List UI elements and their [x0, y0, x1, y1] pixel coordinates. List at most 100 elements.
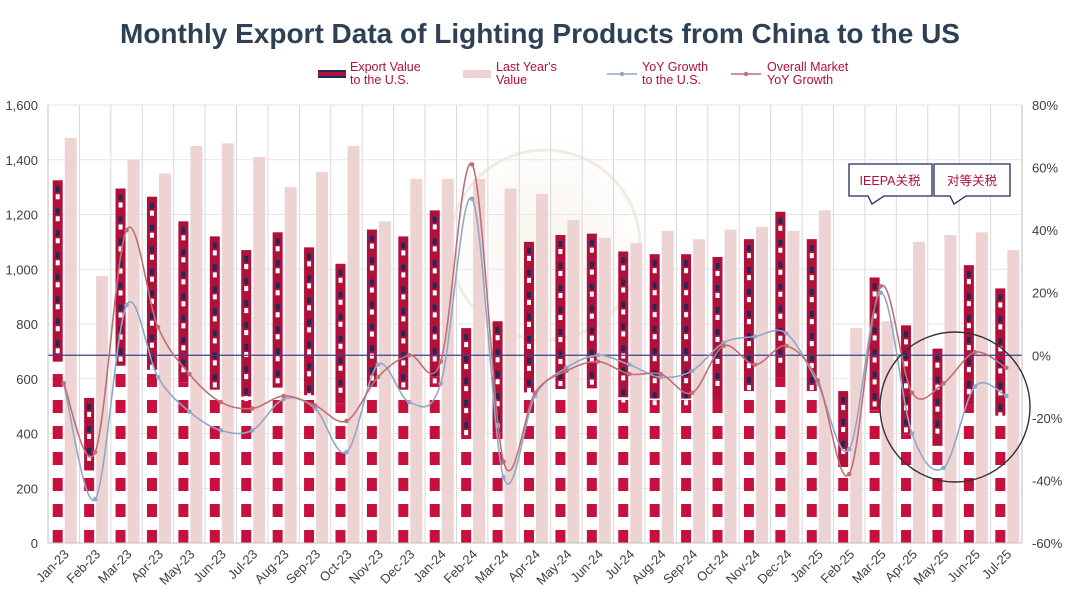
export-bar-dash [432, 260, 437, 267]
export-bar-stripe [335, 426, 346, 439]
export-bar-dash [621, 279, 626, 286]
export-bar-stripe [366, 413, 377, 426]
export-bar-stripe [52, 530, 63, 543]
export-bar-dash [307, 363, 312, 370]
export-bar-dash [778, 261, 783, 268]
export-bar-stripe [901, 491, 912, 504]
export-bar-dot [55, 238, 60, 244]
export-bar-stripe [618, 400, 629, 413]
export-bar-stripe [712, 439, 723, 452]
export-bar-stripe [618, 413, 629, 426]
export-bar-dash [149, 312, 154, 319]
market-growth-point [469, 162, 475, 167]
highlight-circle [879, 331, 1031, 483]
export-bar-dot [558, 359, 563, 365]
export-bar-stripe [398, 478, 409, 491]
x-tick-label: Sep-24 [660, 547, 700, 587]
export-bar-dot [275, 378, 280, 384]
y-tick-label: 200 [16, 481, 38, 496]
export-bar-stripe [429, 465, 440, 478]
x-tick-label: Mar-25 [849, 547, 889, 587]
export-bar-dot [872, 379, 877, 385]
export-bar-dash [746, 289, 751, 296]
export-bar-dot [998, 302, 1003, 308]
export-bar-stripe [995, 504, 1006, 517]
export-bar-dash [118, 238, 123, 245]
export-bar-dash [715, 306, 720, 313]
export-bar-dash [558, 307, 563, 314]
yoy-growth-point [469, 196, 475, 202]
export-bar-stripe [743, 391, 754, 400]
export-bar-stripe [932, 504, 943, 517]
export-bar-stripe [743, 400, 754, 413]
export-bar-dash [527, 313, 531, 320]
export-bar-stripe [178, 426, 189, 439]
export-value-bars [52, 180, 1006, 543]
export-bar-stripe [335, 465, 346, 478]
export-bar-dot [55, 216, 60, 222]
last-year-bar [944, 235, 957, 543]
export-bar-dash [684, 282, 689, 289]
export-bar-dash [338, 357, 343, 364]
export-bar-stripe [304, 491, 315, 504]
x-tick-label: Mar-23 [95, 547, 135, 587]
export-bar-stripe [272, 452, 283, 465]
export-bar-stripe [806, 400, 817, 413]
export-bar-dash [369, 257, 374, 264]
export-bar-stripe [524, 413, 534, 426]
export-bar-dot [966, 279, 971, 285]
export-bar-stripe [146, 517, 157, 530]
export-bar-stripe [209, 452, 220, 465]
export-bar-dash [338, 269, 343, 276]
export-bar-dot [935, 362, 940, 368]
export-bar-dash [275, 282, 280, 289]
export-bar-stripe [555, 426, 566, 439]
export-bar-dash [401, 242, 406, 249]
export-bar-stripe [681, 491, 692, 504]
export-bar-stripe [932, 478, 943, 491]
export-bar-stripe [618, 452, 629, 465]
export-bar-stripe [241, 504, 252, 517]
export-bar-stripe [806, 504, 817, 517]
export-bar-stripe [681, 478, 692, 491]
export-bar-stripe [586, 413, 597, 426]
export-bar-stripe [398, 504, 409, 517]
export-bar-dot [684, 312, 689, 318]
export-bar-stripe [586, 478, 597, 491]
export-bar-stripe [398, 452, 409, 465]
export-bar-stripe [209, 530, 220, 543]
export-bar-stripe [901, 439, 912, 452]
export-bar-stripe [838, 478, 849, 491]
export-bar-stripe [335, 504, 346, 517]
legend-yoy-line1: YoY Growth [642, 60, 708, 74]
export-bar-upper [115, 188, 126, 366]
export-bar-dot [307, 327, 312, 333]
export-bar-stripe [901, 504, 912, 517]
export-bar-dot [212, 272, 217, 278]
yoy-growth-point [375, 362, 381, 367]
export-bar-dash [244, 322, 249, 329]
export-bar-stripe [146, 426, 157, 439]
export-bar-stripe [743, 491, 754, 504]
export-bar-dash [872, 349, 877, 356]
market-growth-point [249, 406, 255, 411]
export-bar-dash [495, 349, 500, 356]
export-bar-dot [652, 268, 657, 274]
export-bar-stripe [272, 504, 283, 517]
export-bar-stripe [901, 434, 912, 439]
x-tick-label: Dec-23 [377, 547, 417, 587]
export-bar-stripe [366, 530, 377, 543]
yoy-growth-point [595, 352, 601, 358]
export-bar-stripe [272, 413, 283, 426]
export-bar-dot [809, 297, 814, 303]
export-bar [366, 229, 377, 543]
export-bar-dash [527, 269, 531, 276]
export-bar-stripe [712, 426, 723, 439]
export-bar-dash [244, 278, 249, 285]
x-tick-label: Aug-23 [252, 547, 292, 587]
export-bar-dot [401, 338, 406, 344]
export-bar-stripe [963, 517, 974, 530]
export-bar-stripe [209, 413, 220, 426]
export-bar-dash [87, 447, 92, 454]
yoy-growth-point [344, 449, 349, 455]
